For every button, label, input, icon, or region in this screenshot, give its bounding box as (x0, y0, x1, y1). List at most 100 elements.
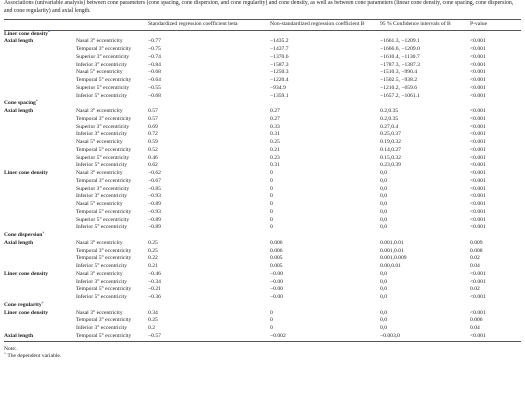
value-cell: −0.62 (148, 170, 161, 177)
eccentricity: Inferior 3° eccentricity (76, 278, 127, 285)
value-cell: <0.001 (470, 177, 486, 184)
empty-cell (4, 124, 76, 132)
value-cell: 0.006 (270, 239, 283, 246)
value-cell: −1359.1 (270, 92, 289, 99)
data-row: Liner cone density Nasal 3° eccentricity −… (4, 271, 521, 279)
section-row: Cone spacing* (4, 99, 521, 108)
value-cell: 0.25 (270, 139, 280, 146)
value-cell: 0 (270, 185, 273, 192)
value-cell: 0,0 (380, 185, 387, 192)
value-cell: <0.001 (470, 332, 486, 339)
eccentricity: Nasal 3° eccentricity (76, 239, 123, 246)
value-cell: −0.89 (148, 224, 161, 231)
data-row: Temporal 3° eccentricity −0.75 −1437.7 −166… (4, 46, 521, 54)
header-cell: Non-standardized regression coefficient … (270, 20, 365, 27)
value-cell: −0.00 (270, 286, 283, 293)
group-label: Axial length (4, 332, 34, 339)
section-title-text: Cone dispersion (4, 232, 43, 239)
data-row: Inferior 5° eccentricity −0.68 −1359.1 −165… (4, 93, 521, 101)
eccentricity: Inferior 3° eccentricity (76, 61, 127, 68)
eccentricity: Inferior 5° eccentricity (76, 294, 127, 301)
value-cell: 0.02 (470, 255, 480, 262)
table-body: Liner cone density* Axial length Nasal 3° … (4, 30, 521, 342)
value-cell: 0.008 (470, 247, 483, 254)
value-cell: −0.00 (270, 294, 283, 301)
eccentricity: Inferior 5° eccentricity (76, 162, 127, 169)
value-cell: 0.52 (148, 146, 158, 153)
value-cell: 0.14,0.27 (380, 146, 401, 153)
data-row: Temporal 5° eccentricity −0.93 0 0,0 <0.001 (4, 209, 521, 217)
value-cell: 0 (270, 317, 273, 324)
empty-cell (4, 69, 76, 77)
eccentricity: Nasal 3° eccentricity (76, 38, 123, 45)
group-label: Axial length (4, 239, 34, 246)
value-cell: <0.001 (470, 77, 486, 84)
value-cell: 0.59 (148, 139, 158, 146)
value-cell: 0.005 (270, 263, 283, 270)
data-row: Axial length Nasal 3° eccentricity 0.25 0.0… (4, 240, 521, 248)
value-cell: <0.001 (470, 278, 486, 285)
value-cell: −1657.2, −1061.1 (380, 92, 420, 99)
eccentricity: Temporal 5° eccentricity (76, 146, 132, 153)
value-cell: −0.89 (148, 216, 161, 223)
data-row: Temporal 3° eccentricity 0.25 0 0,0 0.006 (4, 317, 521, 325)
value-cell: <0.001 (470, 146, 486, 153)
section-title: Cone regularity* (4, 301, 521, 310)
value-cell: −0.00 (270, 270, 283, 277)
group-label: Liner cone density (4, 170, 49, 177)
value-cell: 0.25 (148, 239, 158, 246)
value-cell: 0.009 (470, 239, 483, 246)
value-cell: 0.27 (270, 115, 280, 122)
header-cell: Standardized regression coefficient beta (148, 20, 238, 27)
eccentricity: Temporal 3° eccentricity (76, 247, 132, 254)
eccentricity: Temporal 5° eccentricity (76, 255, 132, 262)
empty-cell (4, 193, 76, 201)
eccentricity: Superior 5° eccentricity (76, 216, 130, 223)
value-cell: <0.001 (470, 84, 486, 91)
footnote-text: The dependent variable. (7, 353, 62, 360)
empty-cell (4, 116, 76, 124)
data-row: Superior 5° eccentricity 0.46 0.23 0.15,0.3… (4, 155, 521, 163)
results-table: Standardized regression coefficient beta… (4, 19, 521, 342)
eccentricity: Nasal 3° eccentricity (76, 309, 123, 316)
data-row: Inferior 5° eccentricity 0.62 0.31 0.23,0.3… (4, 162, 521, 170)
value-cell: 0.57 (148, 115, 158, 122)
value-cell: 0.31 (270, 162, 280, 169)
section-title-text: Cone spacing (4, 100, 36, 107)
data-row: Inferior 5° eccentricity −0.89 0 0,0 <0.001 (4, 224, 521, 232)
value-cell: <0.001 (470, 201, 486, 208)
data-row: Inferior 3° eccentricity −0.84 −1587.3 −178… (4, 62, 521, 70)
value-cell: <0.001 (470, 154, 486, 161)
eccentricity: Inferior 5° eccentricity (76, 224, 127, 231)
data-row: Inferior 3° eccentricity 0.72 0.31 0.25,0.3… (4, 131, 521, 139)
value-cell: <0.001 (470, 270, 486, 277)
value-cell: <0.001 (470, 309, 486, 316)
empty-cell (4, 162, 76, 170)
data-row: Superior 5° eccentricity −0.55 −934.9 −1210… (4, 85, 521, 93)
value-cell: <0.001 (470, 69, 486, 76)
value-cell: 0.21 (148, 263, 158, 270)
section-title: Liner cone density* (4, 30, 521, 38)
empty-cell (4, 147, 76, 155)
empty-cell (4, 224, 76, 232)
value-cell: −0.74 (148, 53, 161, 60)
eccentricity: Superior 3° eccentricity (76, 123, 130, 130)
value-cell: −1437.7 (270, 46, 289, 53)
data-row: Axial length Nasal 3° eccentricity 0.57 0.2… (4, 108, 521, 116)
eccentricity: Superior 3° eccentricity (76, 53, 130, 60)
value-cell: −0.46 (148, 270, 161, 277)
value-cell: 0.005 (270, 255, 283, 262)
value-cell: −0.68 (148, 69, 161, 76)
value-cell: −0.002 (270, 332, 286, 339)
value-cell: −1502.5, −938.2 (380, 77, 418, 84)
empty-cell (4, 77, 76, 85)
value-cell: <0.001 (470, 92, 486, 99)
section-row: Liner cone density* (4, 30, 521, 38)
eccentricity: Temporal 5° eccentricity (76, 77, 132, 84)
value-cell: 0.57 (148, 108, 158, 115)
value-cell: −0.93 (148, 193, 161, 200)
value-cell: 0.31 (270, 131, 280, 138)
data-row: Temporal 5° eccentricity 0.52 0.21 0.14,0.2… (4, 147, 521, 155)
value-cell: −1610.4, −1130.7 (380, 53, 420, 60)
eccentricity: Nasal 5° eccentricity (76, 69, 123, 76)
